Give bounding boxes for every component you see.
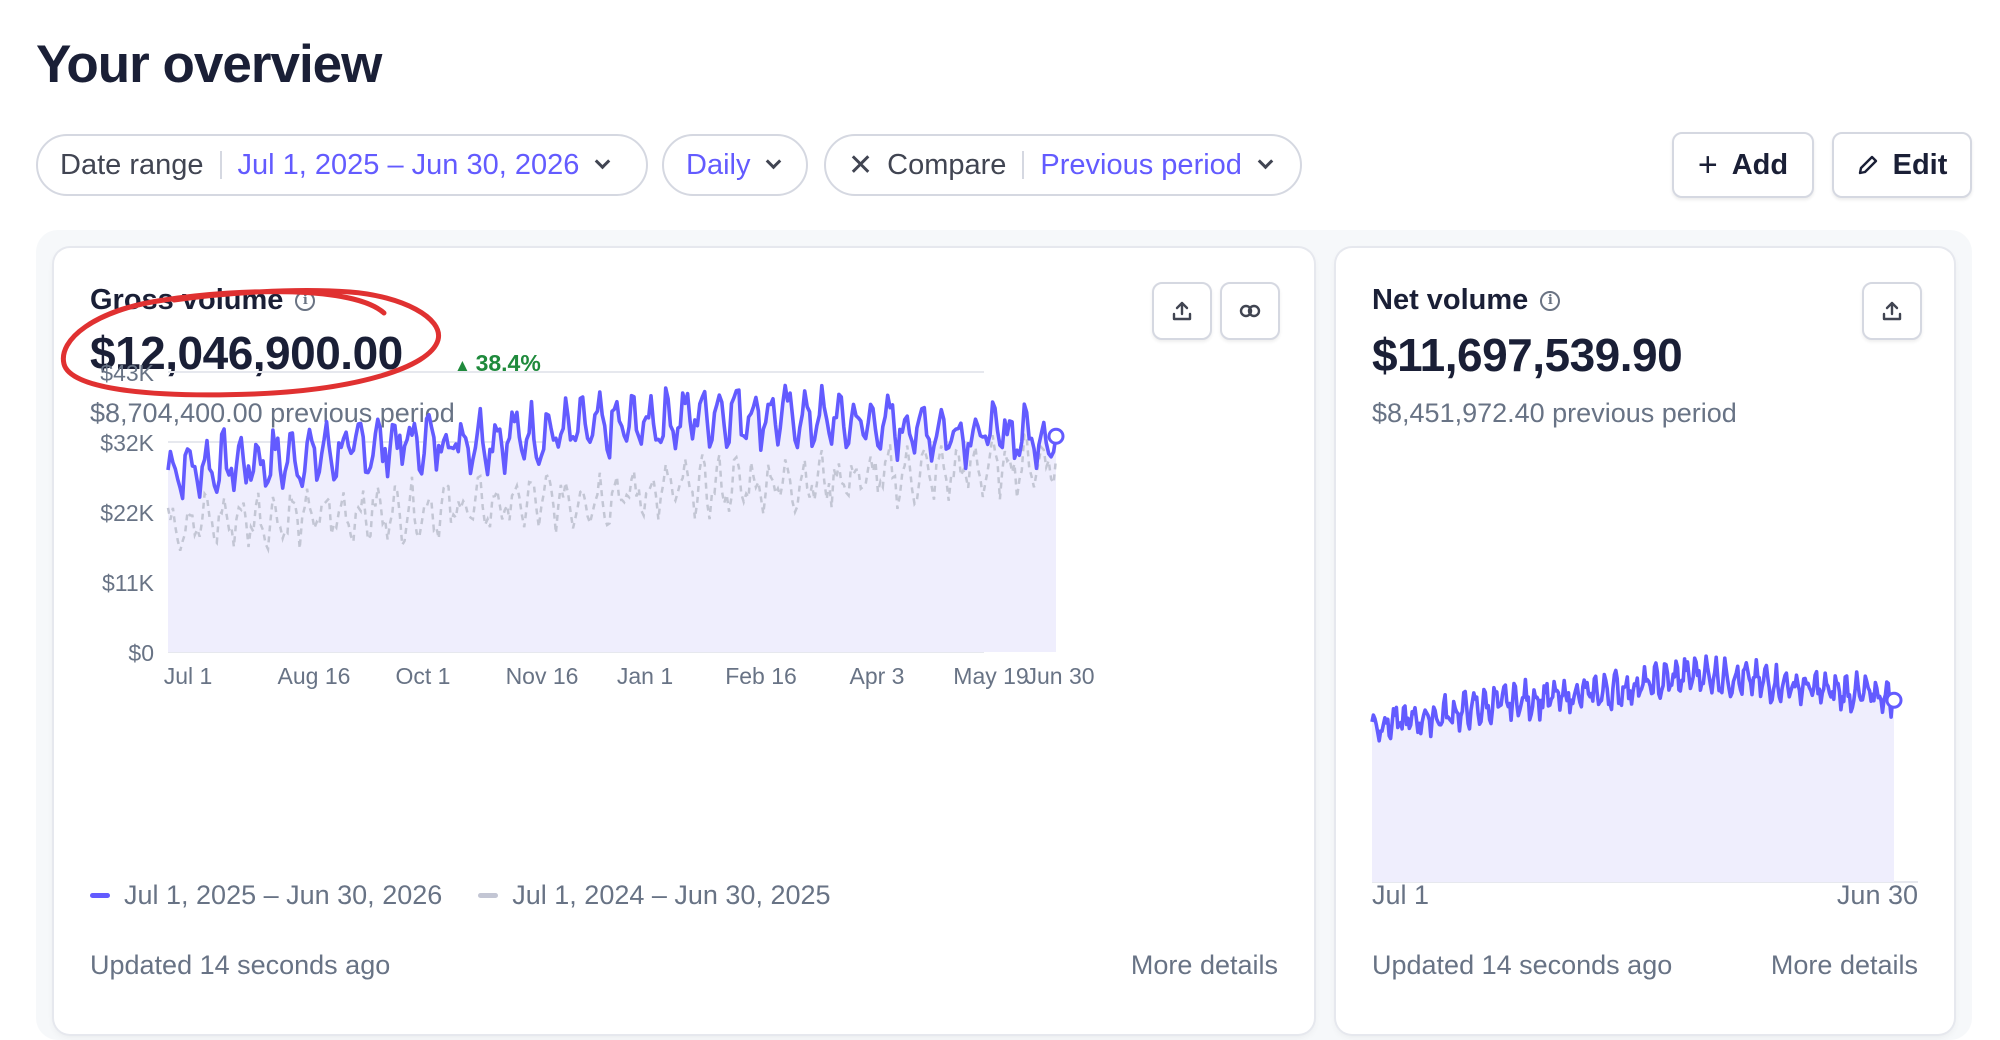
plus-icon: + <box>1697 145 1718 184</box>
export-button[interactable] <box>1862 282 1922 340</box>
x-tick-label: Jan 1 <box>617 663 673 689</box>
legend-swatch-previous <box>478 893 499 898</box>
legend-previous-label: Jul 1, 2024 – Jun 30, 2025 <box>512 880 831 910</box>
page-title: Your overview <box>36 35 382 94</box>
interval-value: Daily <box>686 148 751 181</box>
y-tick-label: $32K <box>100 430 154 456</box>
legend-current-label: Jul 1, 2025 – Jun 30, 2026 <box>124 880 443 910</box>
compare-filter[interactable]: ✕ Compare Previous period <box>824 134 1302 196</box>
filter-divider <box>1022 151 1025 179</box>
filter-divider <box>219 151 222 179</box>
net-series-area <box>1372 656 1894 882</box>
pencil-icon <box>1858 155 1877 175</box>
add-button[interactable]: + Add <box>1672 132 1814 198</box>
x-tick-label: Oct 1 <box>396 663 451 689</box>
upload-icon <box>1882 301 1902 321</box>
y-tick-label: $0 <box>128 640 154 666</box>
x-tick-label: Feb 16 <box>725 663 797 689</box>
x-tick-label: Apr 3 <box>850 663 905 689</box>
net-volume-title: Net volume i <box>1372 284 1561 317</box>
net-volume-card: Net volume i $11,697,539.90 $8,451,972.4… <box>1336 248 1954 1034</box>
edit-button[interactable]: Edit <box>1832 132 1972 198</box>
previous-series-line <box>166 432 1058 554</box>
x-tick-label: Nov 16 <box>506 663 579 689</box>
x-tick-label: Jul 1 <box>164 663 213 689</box>
net-x-start-label: Jul 1 <box>1372 880 1430 910</box>
net-volume-label: Net volume <box>1372 284 1529 316</box>
x-tick-label: Aug 16 <box>278 663 351 689</box>
add-label: Add <box>1731 148 1789 181</box>
arrow-up-icon: ▲ <box>454 356 476 375</box>
export-button[interactable] <box>1152 282 1212 340</box>
current-series-line <box>166 383 1058 501</box>
chevron-down-icon <box>595 153 611 169</box>
net-volume-value: $11,697,539.90 <box>1372 329 1683 381</box>
gross-volume-chart: $0 $11K $22K $32K $43K Jul 1 Aug 16 Oct 1 Nov 1… <box>100 360 1094 689</box>
net-updated-text: Updated 14 seconds ago <box>1372 950 1673 980</box>
gross-more-details-link[interactable]: More details <box>1130 950 1278 980</box>
net-more-details-link[interactable]: More details <box>1770 950 1918 980</box>
y-tick-label: $11K <box>102 570 155 596</box>
x-icon[interactable]: ✕ <box>848 148 874 182</box>
net-x-end-label: Jun 30 <box>1836 880 1918 910</box>
interval-filter[interactable]: Daily <box>662 134 808 196</box>
chevron-down-icon <box>1257 153 1274 169</box>
legend-swatch-current <box>90 893 110 898</box>
date-range-filter[interactable]: Date range Jul 1, 2025 – Jun 30, 2026 <box>36 134 648 196</box>
link-icon <box>1239 304 1261 318</box>
y-tick-label: $43K <box>100 360 154 386</box>
net-series-endpoint <box>1885 691 1903 709</box>
date-range-label: Date range <box>60 148 204 181</box>
gross-updated-text: Updated 14 seconds ago <box>90 950 391 980</box>
edit-label: Edit <box>1892 148 1948 181</box>
compare-label: Compare <box>887 148 1007 181</box>
gross-volume-previous: $8,704,400.00 previous period <box>90 398 455 428</box>
upload-icon <box>1172 301 1192 321</box>
net-volume-previous: $8,451,972.40 previous period <box>1372 398 1737 428</box>
chart-legend: Jul 1, 2025 – Jun 30, 2026 Jul 1, 2024 –… <box>90 880 831 911</box>
info-icon[interactable]: i <box>1540 290 1561 311</box>
net-volume-chart <box>1370 654 1918 883</box>
current-series-endpoint <box>1047 427 1065 445</box>
y-tick-label: $22K <box>100 500 154 526</box>
x-tick-label: Jun 30 <box>1025 663 1094 689</box>
compare-button[interactable] <box>1220 282 1280 340</box>
compare-value: Previous period <box>1040 148 1242 181</box>
chevron-down-icon <box>766 153 782 169</box>
gross-volume-card: Gross volume i $12,046,900.00 ▲ 38.4% $8… <box>54 248 1314 1034</box>
x-tick-label: May 19 <box>953 663 1028 689</box>
net-series-line <box>1370 654 1896 743</box>
date-range-value: Jul 1, 2025 – Jun 30, 2026 <box>237 148 580 181</box>
